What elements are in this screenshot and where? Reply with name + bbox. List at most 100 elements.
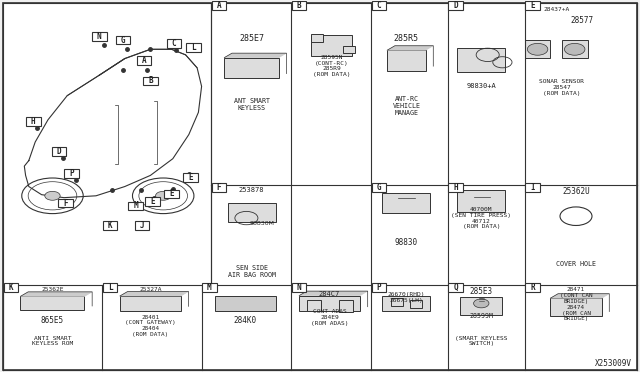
Bar [311, 35, 352, 56]
Text: 98830: 98830 [395, 238, 418, 247]
FancyBboxPatch shape [65, 169, 79, 178]
FancyBboxPatch shape [143, 77, 157, 85]
Text: CONT ADAS
284E9
(ROM ADAS): CONT ADAS 284E9 (ROM ADAS) [311, 309, 348, 326]
Text: P: P [376, 283, 381, 292]
Text: 28437+A: 28437+A [543, 7, 570, 12]
Text: ANT SMART
KEYLESS: ANT SMART KEYLESS [234, 97, 269, 110]
Text: L: L [108, 283, 113, 292]
Text: 98830+A: 98830+A [467, 83, 496, 89]
Bar [458, 190, 506, 212]
Text: 26670(RHD)
26675(LH): 26670(RHD) 26675(LH) [388, 292, 425, 303]
Bar [225, 58, 279, 78]
FancyBboxPatch shape [448, 183, 463, 192]
Text: 284C7: 284C7 [319, 291, 340, 297]
Bar [383, 296, 430, 311]
Text: 253878: 253878 [239, 186, 264, 193]
Bar [215, 296, 275, 311]
Text: J: J [140, 221, 145, 230]
FancyBboxPatch shape [371, 283, 387, 292]
Text: C: C [376, 1, 381, 10]
Text: N: N [97, 32, 102, 41]
Text: K: K [8, 283, 13, 292]
FancyBboxPatch shape [52, 147, 67, 155]
Circle shape [156, 191, 171, 200]
Polygon shape [387, 46, 433, 50]
Text: ANTI SMART
KEYLESS ROM: ANTI SMART KEYLESS ROM [32, 336, 73, 346]
Text: ANT-RC
VEHICLE
MANAGE: ANT-RC VEHICLE MANAGE [392, 96, 420, 116]
Text: 28577: 28577 [571, 16, 594, 25]
FancyBboxPatch shape [92, 32, 106, 41]
Bar [562, 41, 588, 58]
Text: D: D [56, 147, 61, 156]
Text: COVER HOLE: COVER HOLE [556, 261, 596, 267]
Text: E: E [188, 173, 193, 182]
FancyBboxPatch shape [202, 283, 216, 292]
Bar [410, 300, 422, 308]
Text: B: B [148, 76, 153, 85]
FancyBboxPatch shape [292, 1, 307, 10]
Text: G: G [120, 35, 125, 45]
Text: 865E5: 865E5 [41, 315, 64, 325]
Text: I: I [530, 183, 535, 192]
FancyBboxPatch shape [115, 36, 131, 44]
FancyBboxPatch shape [211, 183, 227, 192]
Polygon shape [550, 294, 609, 298]
Bar [120, 296, 180, 311]
Text: N: N [296, 283, 301, 292]
Circle shape [45, 191, 60, 200]
Text: H: H [31, 117, 36, 126]
Polygon shape [120, 292, 188, 296]
Text: 285E7: 285E7 [239, 35, 264, 44]
FancyBboxPatch shape [211, 1, 227, 10]
Bar [300, 296, 360, 311]
Bar [550, 298, 602, 316]
Text: E: E [150, 197, 155, 206]
Polygon shape [300, 291, 367, 296]
Bar [20, 296, 84, 310]
Text: 28595N
(CONT-RC)
285R9
(ROM DATA): 28595N (CONT-RC) 285R9 (ROM DATA) [313, 55, 350, 77]
Text: 28401
(CONT GATEWAY)
28404
(ROM DATA): 28401 (CONT GATEWAY) 28404 (ROM DATA) [125, 314, 176, 337]
Text: M: M [207, 283, 212, 292]
Text: 25362U: 25362U [562, 187, 590, 196]
FancyBboxPatch shape [371, 1, 387, 10]
Text: D: D [453, 1, 458, 10]
FancyBboxPatch shape [58, 199, 72, 208]
FancyBboxPatch shape [102, 283, 118, 292]
Text: F: F [216, 183, 221, 192]
Text: A: A [216, 1, 221, 10]
FancyBboxPatch shape [525, 1, 540, 10]
Text: 284K0: 284K0 [234, 316, 257, 326]
Polygon shape [225, 53, 287, 58]
FancyBboxPatch shape [292, 283, 307, 292]
Text: 25362E: 25362E [41, 288, 64, 292]
FancyBboxPatch shape [183, 173, 198, 182]
Bar [383, 193, 430, 214]
FancyBboxPatch shape [3, 3, 637, 370]
Bar [343, 46, 355, 52]
FancyBboxPatch shape [128, 202, 143, 210]
Text: Q: Q [453, 283, 458, 292]
Text: E: E [169, 189, 174, 198]
Bar [339, 301, 353, 311]
Bar [391, 298, 403, 307]
Bar [387, 50, 426, 71]
Text: X253009V: X253009V [595, 359, 632, 368]
FancyBboxPatch shape [371, 183, 387, 192]
FancyBboxPatch shape [525, 283, 540, 292]
Text: (SMART KEYLESS
SWITCH): (SMART KEYLESS SWITCH) [455, 336, 508, 346]
FancyBboxPatch shape [145, 197, 159, 206]
Text: G: G [376, 183, 381, 192]
Text: P: P [69, 169, 74, 178]
Circle shape [474, 299, 489, 308]
Text: A: A [141, 56, 147, 65]
FancyBboxPatch shape [4, 283, 19, 292]
Text: E: E [530, 1, 535, 10]
FancyBboxPatch shape [166, 39, 182, 48]
Text: 285R5: 285R5 [394, 34, 419, 43]
Text: K: K [108, 221, 113, 230]
Bar [525, 41, 550, 58]
Bar [311, 34, 323, 42]
Text: B: B [296, 1, 301, 10]
Text: 25327A: 25327A [139, 288, 162, 292]
FancyBboxPatch shape [135, 221, 150, 230]
